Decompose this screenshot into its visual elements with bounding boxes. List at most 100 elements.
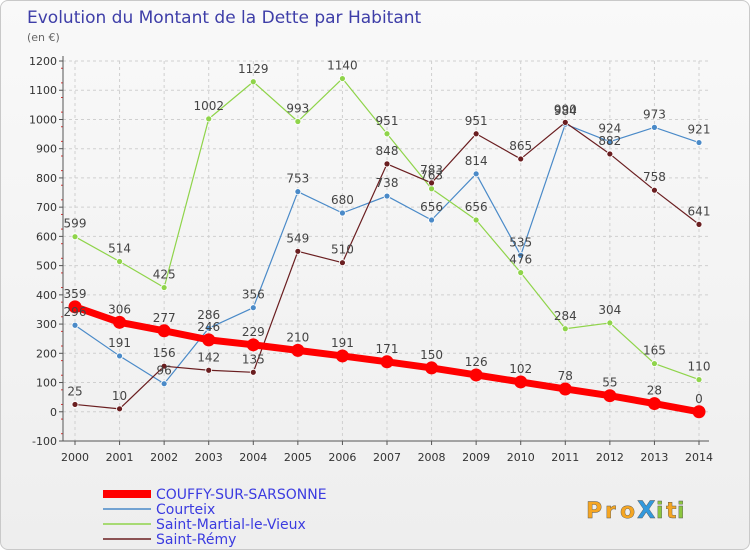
data-point [294, 188, 302, 196]
data-label: 882 [598, 134, 621, 148]
data-point [339, 209, 346, 217]
data-point [514, 375, 528, 389]
data-label: 356 [242, 288, 265, 302]
data-label: 514 [108, 242, 131, 256]
data-point [651, 186, 658, 194]
y-tick-label: 1000 [29, 113, 57, 126]
chart-title: Evolution du Montant de la Dette par Hab… [27, 8, 422, 28]
data-labels: 359 306 277 246 229 210 191 171 150 126 102 78 55 28 0… [64, 59, 711, 406]
data-point [246, 338, 260, 352]
y-tick-label: 1100 [29, 84, 57, 97]
data-label: 359 [64, 287, 87, 301]
axes: -100010020030040050060070080090010001100… [29, 55, 713, 464]
data-point [68, 300, 82, 314]
data-point [383, 192, 391, 200]
data-point [469, 368, 483, 382]
y-tick-label: 1200 [29, 55, 57, 68]
x-tick-label: 2009 [462, 451, 490, 464]
x-tick-label: 2001 [106, 451, 134, 464]
data-point [472, 170, 480, 178]
data-point [558, 382, 572, 396]
x-tick-label: 2008 [418, 451, 446, 464]
y-tick-label: 300 [36, 318, 57, 331]
legend-entry: COUFFY-SUR-SARSONNE [156, 487, 327, 503]
data-point [157, 324, 171, 338]
y-tick-label: 400 [36, 289, 57, 302]
data-label: 1129 [238, 62, 269, 76]
data-point [606, 150, 614, 158]
data-point [294, 118, 302, 125]
data-label: 763 [420, 169, 443, 183]
logo-letter: i [656, 499, 664, 524]
data-label: 304 [598, 303, 621, 317]
x-tick-label: 2013 [640, 451, 668, 464]
data-point [205, 324, 213, 332]
data-point [116, 258, 123, 265]
series-saint-martial-le-vieux [71, 75, 703, 384]
data-point [606, 319, 614, 327]
data-label: 993 [286, 102, 309, 116]
data-label: 758 [643, 170, 666, 184]
data-label: 476 [509, 253, 532, 267]
data-point [425, 361, 439, 375]
data-label: 229 [242, 325, 265, 339]
data-label: 210 [286, 330, 309, 344]
legend-entry: Courteix [156, 502, 215, 518]
data-point [294, 247, 302, 255]
data-point [116, 405, 123, 413]
data-label: 142 [197, 350, 220, 364]
data-label: 425 [153, 268, 176, 282]
data-point [517, 155, 525, 163]
data-label: 814 [465, 154, 488, 168]
data-label: 656 [420, 200, 443, 214]
data-point [335, 349, 349, 363]
data-point [205, 115, 213, 123]
data-label: 110 [688, 360, 711, 374]
data-point [71, 233, 79, 241]
data-point [71, 401, 79, 408]
data-point [202, 333, 216, 347]
data-label: 150 [420, 348, 443, 362]
y-tick-label: 0 [50, 406, 57, 419]
data-label: 171 [376, 342, 399, 356]
data-label: 102 [509, 362, 532, 376]
data-point [160, 362, 168, 370]
y-tick-label: 900 [36, 143, 57, 156]
data-label: 306 [108, 302, 131, 316]
logo-letter: r [605, 499, 616, 524]
data-point [651, 360, 658, 367]
data-point [651, 123, 658, 131]
data-label: 135 [242, 352, 265, 366]
data-label: 753 [286, 172, 309, 186]
series-layer [68, 75, 706, 419]
data-label: 984 [554, 104, 577, 118]
logo-letter: t [666, 499, 677, 524]
data-label: 156 [153, 346, 176, 360]
series-couffy-sur-sarsonne [68, 300, 706, 419]
data-label: 277 [153, 311, 176, 325]
data-label: 191 [108, 336, 131, 350]
data-label: 510 [331, 243, 354, 257]
data-point [695, 376, 703, 384]
data-point [561, 325, 569, 333]
data-point [517, 251, 525, 259]
x-tick-label: 2012 [596, 451, 624, 464]
data-point [647, 397, 661, 411]
data-point [603, 389, 617, 403]
data-label: 96 [157, 364, 172, 378]
data-point [113, 315, 127, 329]
legend-entry: Saint-Rémy [156, 532, 236, 548]
data-label: 191 [331, 336, 354, 350]
data-point [160, 380, 168, 388]
data-label: 865 [509, 139, 532, 153]
series-courteix [71, 120, 703, 388]
data-label: 535 [509, 235, 532, 249]
data-label: 680 [331, 193, 354, 207]
data-point [606, 138, 614, 146]
x-tick-label: 2007 [373, 451, 401, 464]
data-label: 246 [197, 320, 220, 334]
data-point [249, 78, 257, 86]
data-label: 656 [465, 200, 488, 214]
